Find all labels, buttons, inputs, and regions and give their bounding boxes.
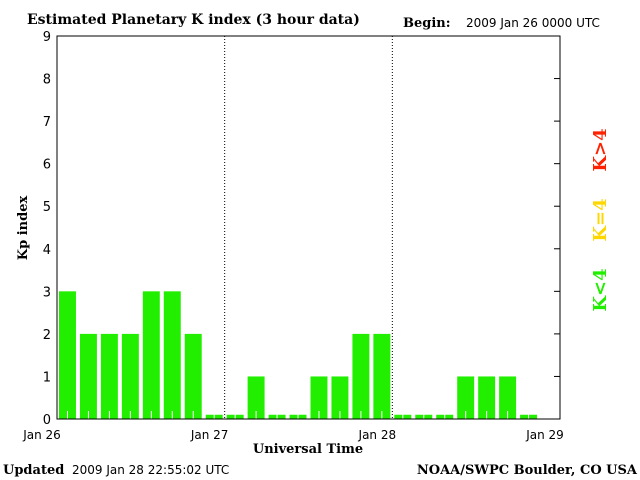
begin-value: 2009 Jan 26 0000 UTC <box>466 16 600 30</box>
x-tick-label: Jan 28 <box>358 428 397 442</box>
bar <box>457 376 475 419</box>
y-tick-label: 3 <box>43 285 51 300</box>
bar <box>79 333 97 419</box>
bar <box>499 376 517 419</box>
bar <box>478 376 496 419</box>
x-tick-label: Jan 29 <box>525 428 564 442</box>
x-tick-label: Jan 26 <box>22 428 61 442</box>
legend-entry: K<4 <box>590 268 611 311</box>
y-tick-label: 1 <box>43 370 51 385</box>
bar <box>121 333 139 419</box>
y-tick-label: 2 <box>43 328 51 343</box>
bar <box>331 376 349 419</box>
y-tick-label: 5 <box>43 200 51 215</box>
updated-label: Updated <box>3 463 64 478</box>
bar <box>247 376 265 419</box>
x-tick-label: Jan 27 <box>190 428 229 442</box>
y-tick-label: 4 <box>43 243 51 258</box>
chart-title: Estimated Planetary K index (3 hour data… <box>27 12 360 28</box>
y-tick-label: 9 <box>43 30 51 45</box>
y-tick-label: 8 <box>43 73 51 88</box>
bar <box>373 333 391 419</box>
y-tick-label: 7 <box>43 115 51 130</box>
bar <box>100 333 118 419</box>
credit: NOAA/SWPC Boulder, CO USA <box>417 463 638 478</box>
y-axis-label: Kp index <box>16 196 31 261</box>
updated-value: 2009 Jan 28 22:55:02 UTC <box>72 463 229 477</box>
bar <box>163 291 181 419</box>
legend-entry: K=4 <box>590 198 611 241</box>
y-tick-label: 6 <box>43 158 51 173</box>
bar <box>310 376 328 419</box>
bar <box>142 291 160 419</box>
bar <box>184 333 202 419</box>
y-tick-label: 0 <box>43 413 51 428</box>
x-axis-label: Universal Time <box>253 442 363 457</box>
legend-entry: K>4 <box>590 128 611 171</box>
bar <box>352 333 370 419</box>
bar <box>59 291 76 419</box>
plot-frame <box>56 35 561 420</box>
begin-label: Begin: <box>403 16 451 31</box>
